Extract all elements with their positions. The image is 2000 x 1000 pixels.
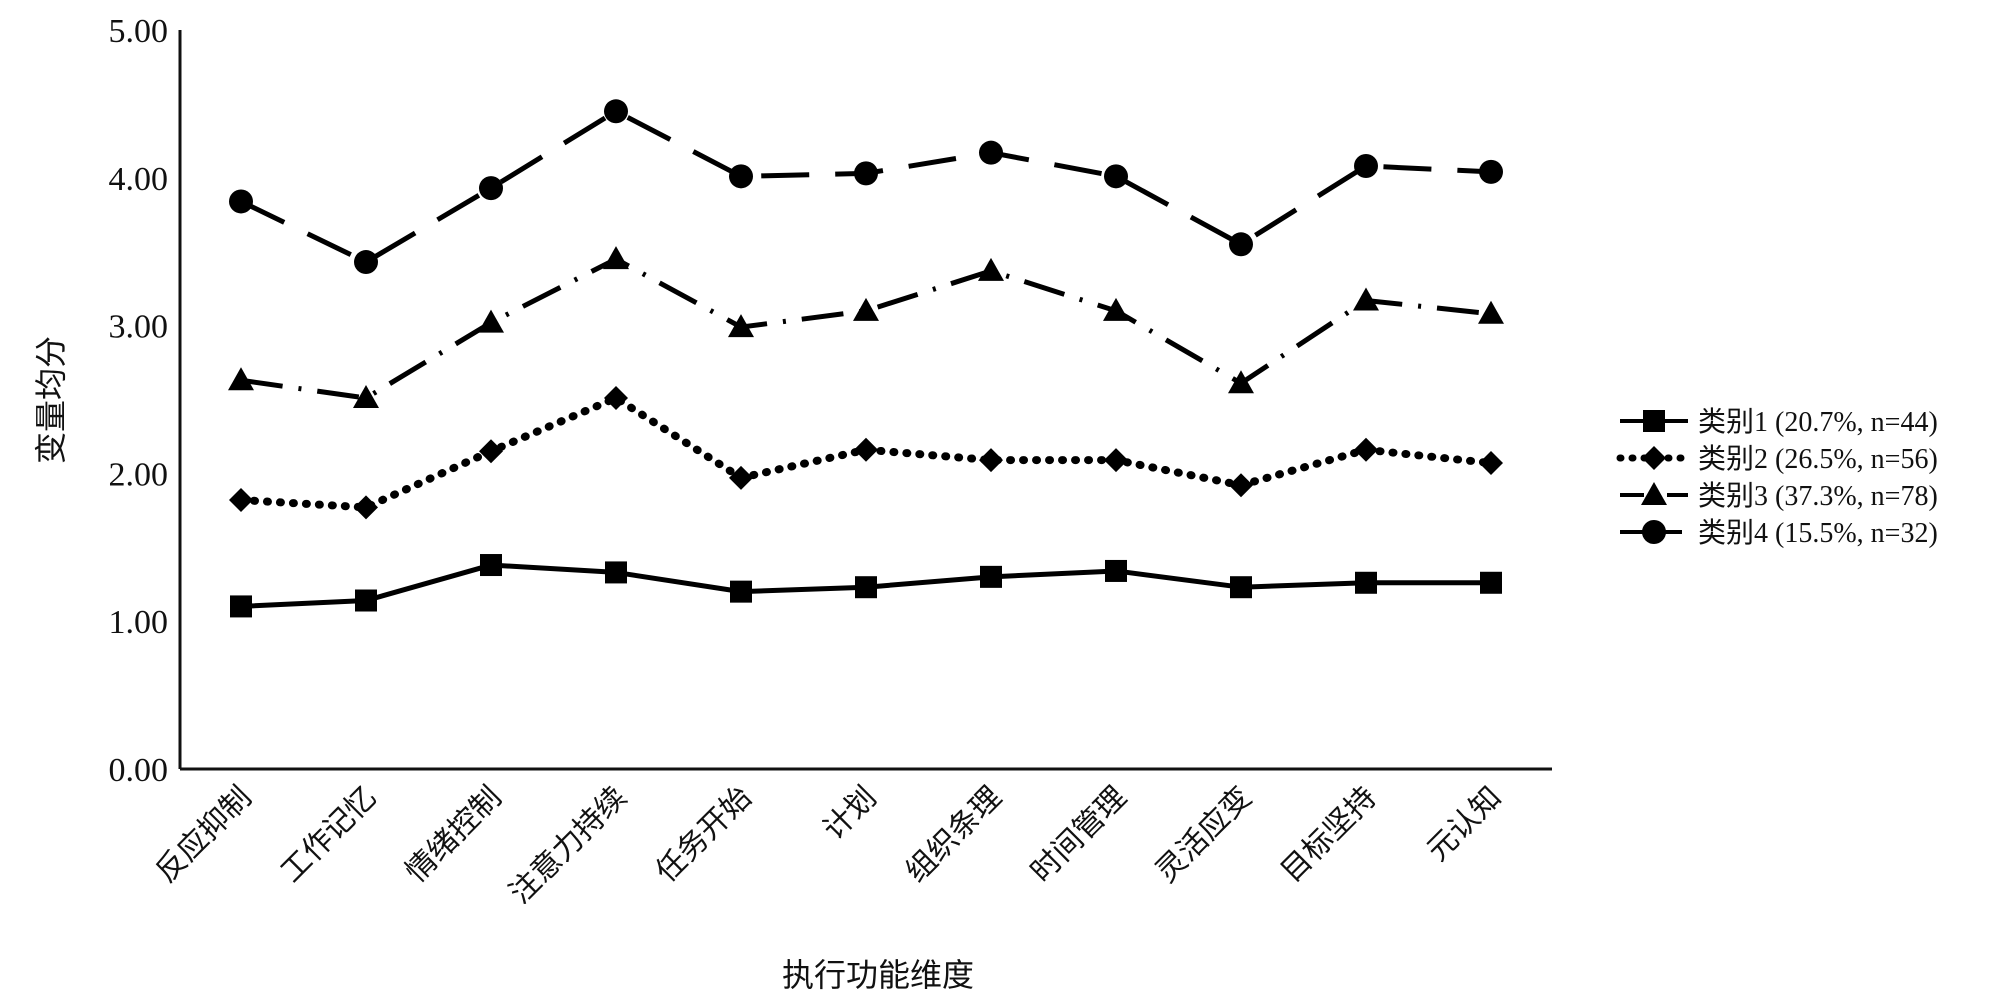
data-point-circle <box>1104 164 1128 189</box>
series-line <box>239 108 1492 265</box>
legend-item: 类别2 (26.5%, n=56) <box>1616 443 1938 475</box>
data-point-square <box>855 576 877 599</box>
data-point-triangle <box>853 297 879 321</box>
data-point-diamond <box>729 465 753 490</box>
data-point-square <box>1230 576 1252 599</box>
data-point-square <box>230 595 252 618</box>
y-tick-label: 2.00 <box>109 456 169 493</box>
x-tick-label: 任务开始 <box>649 780 759 890</box>
data-point-square <box>1105 559 1127 582</box>
series-4 <box>229 99 1503 275</box>
data-point-circle <box>604 99 628 124</box>
legend-item: 类别4 (15.5%, n=32) <box>1620 517 1938 549</box>
series-1 <box>230 554 1502 618</box>
data-point-circle <box>479 176 503 201</box>
data-point-triangle <box>978 257 1004 281</box>
data-point-circle <box>1479 159 1503 184</box>
series-3 <box>228 246 1504 409</box>
y-tick-label: 1.00 <box>109 604 169 641</box>
legend-label: 类别1 (20.7%, n=44) <box>1698 406 1938 438</box>
y-tick-labels: 0.00 1.00 2.00 3.00 4.00 5.00 <box>109 13 169 789</box>
data-point-diamond <box>854 437 878 462</box>
x-tick-label: 情绪控制 <box>399 780 509 890</box>
x-tick-label: 计划 <box>816 780 883 847</box>
legend-marker-triangle <box>1641 482 1667 505</box>
data-point-diamond <box>1479 451 1503 476</box>
x-tick-label: 注意力持续 <box>503 780 634 911</box>
data-point-diamond <box>979 448 1003 473</box>
data-point-diamond <box>354 495 378 520</box>
data-point-triangle <box>728 314 754 338</box>
data-point-circle <box>229 189 253 214</box>
legend-marker-diamond <box>1642 446 1666 470</box>
data-point-triangle <box>1478 300 1504 324</box>
data-point-square <box>355 589 377 612</box>
data-point-circle <box>854 161 878 186</box>
data-point-triangle <box>478 309 504 333</box>
legend-marker-circle <box>1642 520 1666 544</box>
data-point-circle <box>729 164 753 189</box>
y-tick-label: 3.00 <box>109 309 169 346</box>
x-tick-label: 元认知 <box>1420 780 1508 868</box>
series-2 <box>229 386 1503 520</box>
data-point-circle <box>1229 232 1253 257</box>
data-point-triangle <box>353 385 379 409</box>
legend-marker-square <box>1643 410 1665 432</box>
x-axis-title: 执行功能维度 <box>782 956 974 994</box>
data-point-square <box>1480 571 1502 594</box>
legend-item: 类别3 (37.3%, n=78) <box>1620 480 1938 512</box>
x-tick-label: 灵活应变 <box>1149 780 1259 890</box>
data-point-circle <box>1354 153 1378 178</box>
data-point-diamond <box>1104 448 1128 473</box>
x-tick-label: 目标坚持 <box>1274 780 1384 890</box>
series-line <box>240 256 1492 401</box>
data-point-triangle <box>228 367 254 391</box>
data-point-triangle <box>603 246 629 270</box>
data-point-circle <box>979 140 1003 165</box>
data-point-diamond <box>1354 437 1378 462</box>
data-point-square <box>1355 571 1377 594</box>
data-point-triangle <box>1353 287 1379 311</box>
data-point-diamond <box>229 488 253 513</box>
data-point-square <box>980 565 1002 588</box>
y-tick-label: 5.00 <box>109 13 169 50</box>
data-point-circle <box>354 250 378 275</box>
data-point-diamond <box>1229 473 1253 498</box>
x-tick-label: 时间管理 <box>1024 780 1134 890</box>
y-tick-label: 0.00 <box>109 752 169 789</box>
x-tick-label: 反应抑制 <box>149 780 259 890</box>
data-point-diamond <box>604 386 628 411</box>
legend: 类别1 (20.7%, n=44) 类别2 (26.5%, n=56) 类别3 (3… <box>1616 406 1938 549</box>
series-group <box>228 99 1504 618</box>
data-point-square <box>730 580 752 603</box>
legend-label: 类别4 (15.5%, n=32) <box>1698 517 1938 549</box>
data-point-triangle <box>1228 370 1254 394</box>
x-tick-labels: 反应抑制 工作记忆 情绪控制注意力持续 任务开始 计划 组织条理 时间管理 灵活应变 目标坚持元… <box>149 780 1509 911</box>
x-tick-label: 工作记忆 <box>274 780 384 890</box>
data-point-square <box>480 554 502 577</box>
legend-item: 类别1 (20.7%, n=44) <box>1620 406 1938 438</box>
data-point-diamond <box>479 439 503 464</box>
axes <box>178 30 1552 771</box>
x-tick-label: 组织条理 <box>899 780 1009 890</box>
legend-label: 类别3 (37.3%, n=78) <box>1698 480 1938 512</box>
legend-label: 类别2 (26.5%, n=56) <box>1698 443 1938 475</box>
data-point-triangle <box>1103 297 1129 321</box>
y-tick-label: 4.00 <box>109 161 169 198</box>
y-axis-title: 变量均分 <box>32 336 70 464</box>
data-point-square <box>605 561 627 584</box>
